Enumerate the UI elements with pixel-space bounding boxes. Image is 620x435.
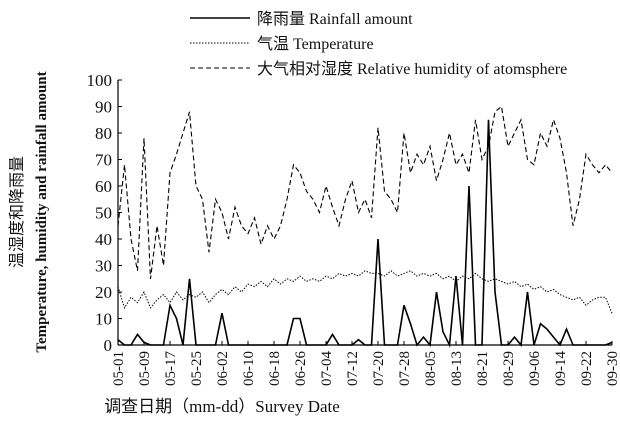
y-tick-label: 50 — [95, 204, 112, 223]
y-tick-label: 100 — [87, 71, 113, 90]
series-line — [117, 270, 613, 314]
y-tick-label: 20 — [95, 283, 112, 302]
x-tick-label: 06-26 — [293, 351, 309, 386]
y-axis-label: 温湿度和降雨量 — [8, 156, 26, 268]
x-tick-label: 07-04 — [319, 351, 335, 386]
y-axis-label: Temperature, humidity and rainfall amoun… — [34, 71, 50, 352]
legend-label: 气温 Temperature — [257, 35, 374, 53]
x-tick-label: 08-05 — [423, 351, 439, 386]
x-tick-label: 05-09 — [137, 351, 153, 386]
y-tick-label: 90 — [95, 98, 112, 117]
x-tick-label: 06-18 — [267, 351, 283, 386]
y-tick-label: 10 — [95, 310, 112, 329]
legend-label: 降雨量 Rainfall amount — [257, 10, 413, 28]
x-tick-label: 06-10 — [241, 351, 257, 386]
x-tick-label: 08-29 — [501, 351, 517, 386]
series-line — [117, 119, 613, 348]
y-tick-label: 70 — [95, 151, 112, 170]
x-tick-label: 08-21 — [475, 351, 491, 386]
x-tick-label: 09-06 — [527, 351, 543, 386]
x-tick-label: 05-17 — [163, 351, 179, 386]
x-tick-label: 09-22 — [579, 351, 595, 386]
x-axis-label: 调查日期（mm-dd）Survey Date — [104, 397, 340, 416]
y-tick-label: 40 — [95, 230, 112, 249]
y-tick-label: 0 — [104, 336, 113, 355]
y-tick-label: 80 — [95, 124, 112, 143]
x-tick-label: 05-01 — [111, 351, 127, 386]
x-tick-label: 07-20 — [371, 351, 387, 386]
x-tick-label: 05-25 — [189, 351, 205, 386]
series-line — [117, 105, 613, 279]
x-tick-label: 07-12 — [345, 351, 361, 386]
legend-label: 大气相对湿度 Relative humidity of atomsphere — [257, 60, 567, 78]
y-tick-label: 30 — [95, 257, 112, 276]
y-tick-label: 60 — [95, 177, 112, 196]
x-tick-label: 07-28 — [397, 351, 413, 386]
x-tick-label: 09-14 — [553, 351, 569, 386]
x-tick-label: 09-30 — [605, 351, 620, 386]
x-tick-label: 08-13 — [449, 351, 465, 386]
x-tick-label: 06-02 — [215, 351, 231, 386]
